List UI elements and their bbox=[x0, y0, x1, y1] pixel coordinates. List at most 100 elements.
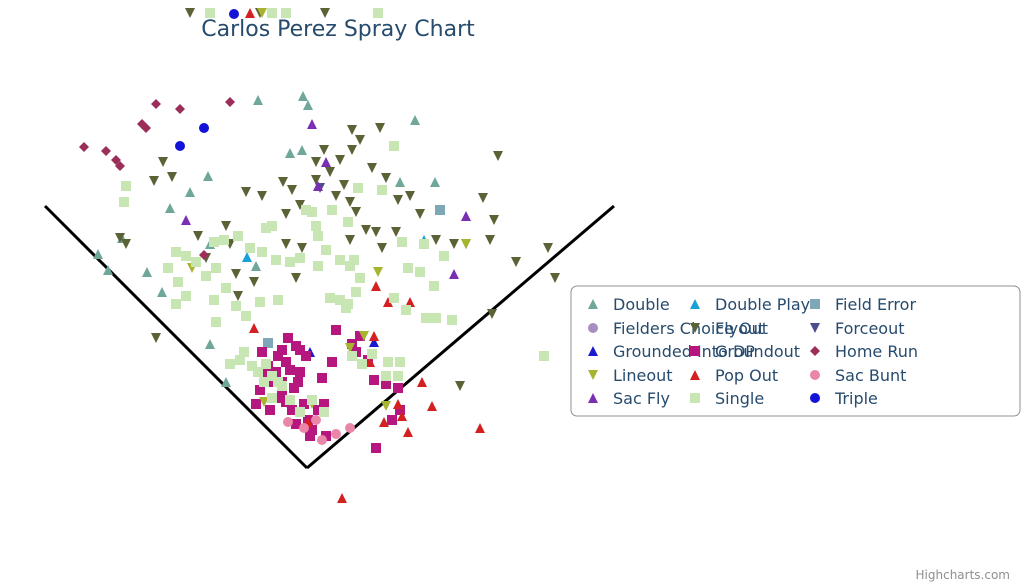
point-double[interactable] bbox=[142, 267, 152, 277]
point-groundout[interactable] bbox=[371, 443, 381, 453]
point-single[interactable] bbox=[181, 251, 191, 261]
point-flyout[interactable] bbox=[345, 235, 355, 245]
point-flyout[interactable] bbox=[478, 193, 488, 203]
point-flyout[interactable] bbox=[405, 191, 415, 201]
point-single[interactable] bbox=[163, 263, 173, 273]
point-groundout[interactable] bbox=[283, 333, 293, 343]
point-single[interactable] bbox=[231, 301, 241, 311]
point-flyout[interactable] bbox=[371, 227, 381, 237]
point-field-error[interactable] bbox=[435, 205, 445, 215]
point-flyout[interactable] bbox=[311, 157, 321, 167]
point-single[interactable] bbox=[273, 295, 283, 305]
point-pop-out[interactable] bbox=[365, 357, 375, 367]
point-groundout[interactable] bbox=[313, 405, 323, 415]
point-flyout[interactable] bbox=[511, 257, 521, 267]
point-double[interactable] bbox=[93, 249, 103, 259]
point-flyout[interactable] bbox=[249, 277, 259, 287]
point-grounded-into-dp[interactable] bbox=[369, 337, 379, 347]
point-lineout[interactable] bbox=[259, 397, 269, 407]
point-single[interactable] bbox=[327, 205, 337, 215]
point-single[interactable] bbox=[295, 407, 305, 417]
point-single[interactable] bbox=[209, 237, 219, 247]
point-single[interactable] bbox=[211, 263, 221, 273]
point-single[interactable] bbox=[395, 357, 405, 367]
legend-item-lineout[interactable]: Lineout bbox=[588, 366, 673, 385]
point-single[interactable] bbox=[393, 371, 403, 381]
point-home-run[interactable] bbox=[79, 142, 89, 152]
point-home-run[interactable] bbox=[141, 123, 151, 133]
legend-item-pop-out[interactable]: Pop Out bbox=[690, 366, 778, 385]
point-sac-bunt[interactable] bbox=[317, 435, 327, 445]
point-flyout[interactable] bbox=[281, 239, 291, 249]
point-sac-fly[interactable] bbox=[461, 211, 471, 221]
legend-item-double[interactable]: Double bbox=[588, 295, 670, 314]
point-single[interactable] bbox=[373, 8, 383, 18]
point-flyout[interactable] bbox=[121, 239, 131, 249]
point-flyout[interactable] bbox=[381, 173, 391, 183]
point-pop-out[interactable] bbox=[397, 411, 407, 421]
point-groundout[interactable] bbox=[287, 405, 297, 415]
point-groundout[interactable] bbox=[251, 399, 261, 409]
point-single[interactable] bbox=[319, 407, 329, 417]
point-single[interactable] bbox=[419, 239, 429, 249]
point-flyout[interactable] bbox=[550, 273, 560, 283]
point-pop-out[interactable] bbox=[403, 427, 413, 437]
point-groundout[interactable] bbox=[293, 377, 303, 387]
point-single[interactable] bbox=[351, 287, 361, 297]
legend-item-single[interactable]: Single bbox=[690, 389, 764, 408]
point-single[interactable] bbox=[341, 303, 351, 313]
point-groundout[interactable] bbox=[307, 425, 317, 435]
point-sac-bunt[interactable] bbox=[299, 423, 309, 433]
point-flyout[interactable] bbox=[361, 225, 371, 235]
point-single[interactable] bbox=[431, 313, 441, 323]
point-flyout[interactable] bbox=[297, 243, 307, 253]
point-sac-fly[interactable] bbox=[307, 119, 317, 129]
point-single[interactable] bbox=[325, 293, 335, 303]
point-single[interactable] bbox=[429, 281, 439, 291]
point-single[interactable] bbox=[355, 273, 365, 283]
point-flyout[interactable] bbox=[241, 187, 251, 197]
point-flyout[interactable] bbox=[287, 185, 297, 195]
point-flyout[interactable] bbox=[291, 273, 301, 283]
point-double[interactable] bbox=[205, 339, 215, 349]
point-double[interactable] bbox=[430, 177, 440, 187]
point-single[interactable] bbox=[239, 347, 249, 357]
point-flyout[interactable] bbox=[335, 155, 345, 165]
point-flyout[interactable] bbox=[351, 207, 361, 217]
point-flyout[interactable] bbox=[167, 172, 177, 182]
point-single[interactable] bbox=[401, 305, 411, 315]
point-lineout[interactable] bbox=[257, 8, 267, 18]
point-flyout[interactable] bbox=[319, 145, 329, 155]
point-pop-out[interactable] bbox=[383, 297, 393, 307]
point-single[interactable] bbox=[121, 181, 131, 191]
point-pop-out[interactable] bbox=[379, 417, 389, 427]
legend-item-field-error[interactable]: Field Error bbox=[810, 295, 916, 314]
point-pop-out[interactable] bbox=[417, 377, 427, 387]
point-flyout[interactable] bbox=[325, 167, 335, 177]
legend-item-flyout[interactable]: Flyout bbox=[690, 319, 764, 338]
point-flyout[interactable] bbox=[115, 233, 125, 243]
point-flyout[interactable] bbox=[455, 381, 465, 391]
point-groundout[interactable] bbox=[281, 357, 291, 367]
point-flyout[interactable] bbox=[347, 145, 357, 155]
point-flyout[interactable] bbox=[345, 197, 355, 207]
point-single[interactable] bbox=[221, 283, 231, 293]
point-flyout[interactable] bbox=[311, 175, 321, 185]
point-pop-out[interactable] bbox=[369, 331, 379, 341]
point-flyout[interactable] bbox=[257, 191, 267, 201]
point-sac-bunt[interactable] bbox=[345, 423, 355, 433]
point-single[interactable] bbox=[171, 299, 181, 309]
point-single[interactable] bbox=[347, 351, 357, 361]
point-sac-bunt[interactable] bbox=[311, 415, 321, 425]
point-flyout[interactable] bbox=[331, 191, 341, 201]
point-groundout[interactable] bbox=[321, 431, 331, 441]
point-pop-out[interactable] bbox=[337, 493, 347, 503]
point-single[interactable] bbox=[349, 255, 359, 265]
point-groundout[interactable] bbox=[387, 415, 397, 425]
point-flyout[interactable] bbox=[367, 163, 377, 173]
point-single[interactable] bbox=[119, 197, 129, 207]
point-groundout[interactable] bbox=[327, 357, 337, 367]
point-double-play[interactable] bbox=[242, 252, 252, 262]
point-lineout[interactable] bbox=[373, 267, 383, 277]
credits[interactable]: Highcharts.com bbox=[916, 568, 1010, 582]
